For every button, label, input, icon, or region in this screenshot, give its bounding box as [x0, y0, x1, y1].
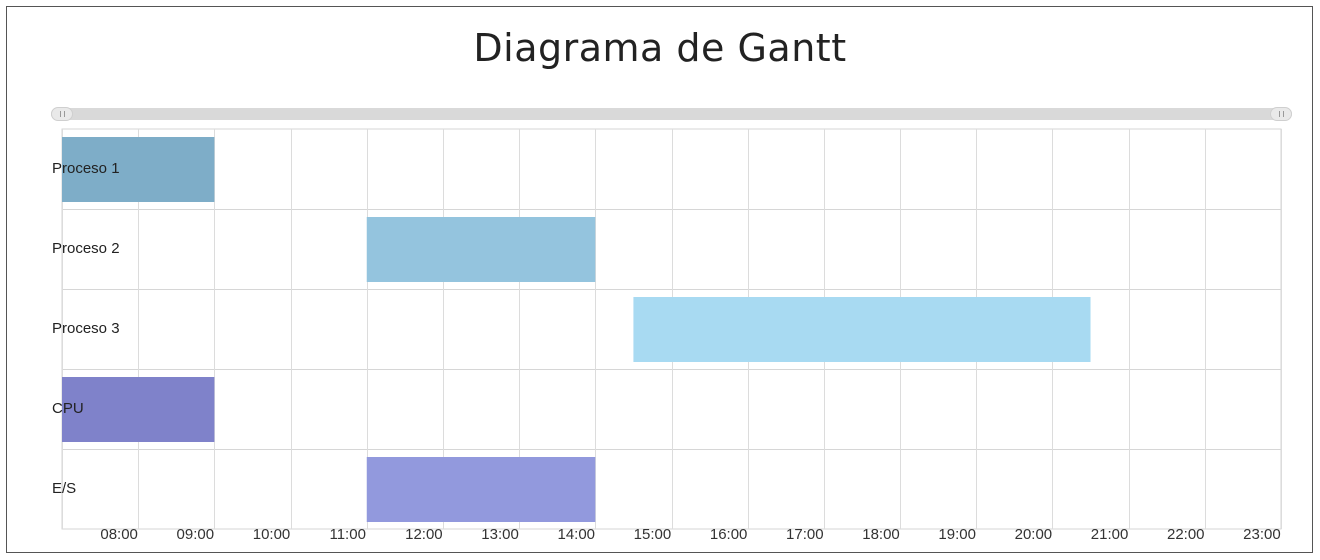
x-tick-label: 10:00: [253, 526, 291, 543]
row-label: CPU: [52, 400, 84, 417]
x-tick-label: 12:00: [405, 526, 443, 543]
row-label: Proceso 3: [52, 320, 120, 337]
x-tick-label: 11:00: [329, 526, 365, 543]
chart-title: Diagrama de Gantt: [473, 26, 847, 70]
x-tick-label: 20:00: [1015, 526, 1053, 543]
range-slider-handle-start[interactable]: [51, 107, 73, 121]
x-tick-label: 21:00: [1091, 526, 1129, 543]
gantt-bar-proceso-3: [633, 297, 1091, 362]
gantt-bar-e-s: [366, 457, 596, 522]
gantt-bar-proceso-1: [62, 137, 215, 202]
x-tick-label: 16:00: [710, 526, 748, 543]
x-tick-label: 08:00: [100, 526, 138, 543]
chart-frame: [6, 6, 1313, 553]
x-tick-label: 19:00: [938, 526, 976, 543]
x-tick-label: 15:00: [634, 526, 672, 543]
x-tick-label: 13:00: [481, 526, 519, 543]
x-tick-label: 17:00: [786, 526, 824, 543]
x-tick-label: 22:00: [1167, 526, 1205, 543]
gantt-bar-cpu: [62, 377, 215, 442]
range-slider-handle-end[interactable]: [1270, 107, 1292, 121]
range-slider-track[interactable]: [51, 108, 1292, 120]
x-tick-label: 14:00: [557, 526, 595, 543]
x-tick-label: 09:00: [177, 526, 215, 543]
row-label: Proceso 1: [52, 160, 120, 177]
x-tick-label: 23:00: [1243, 526, 1281, 543]
row-label: Proceso 2: [52, 240, 120, 257]
gantt-bar-proceso-2: [366, 217, 596, 282]
x-tick-label: 18:00: [862, 526, 900, 543]
row-label: E/S: [52, 480, 76, 497]
